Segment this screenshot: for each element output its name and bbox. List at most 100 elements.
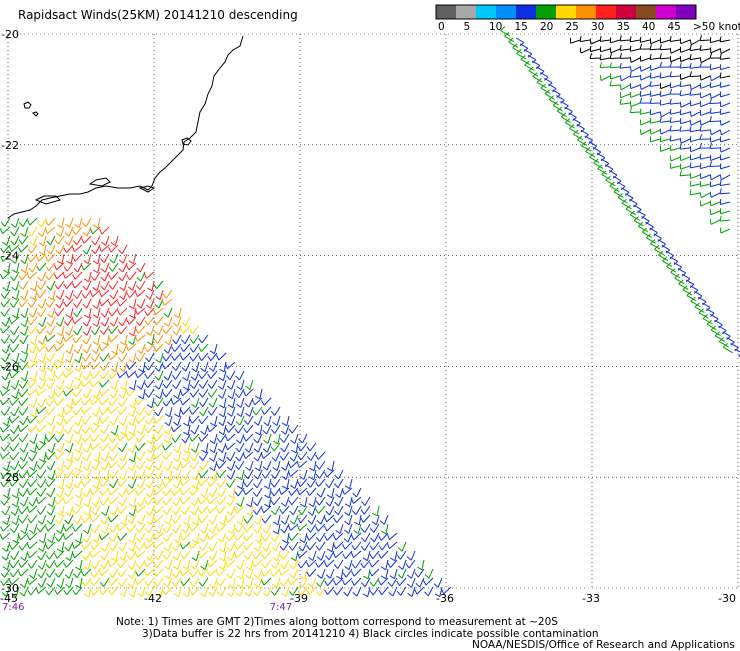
wind-barb xyxy=(237,551,244,558)
wind-barb-flag xyxy=(91,545,94,550)
wind-barb xyxy=(157,560,163,568)
wind-barb-flag xyxy=(38,556,42,560)
wind-barb xyxy=(41,551,46,560)
wind-barb xyxy=(278,524,280,534)
wind-barb-flag xyxy=(63,273,65,278)
wind-barb xyxy=(221,488,226,497)
wind-barb xyxy=(166,389,172,397)
wind-barb-flag xyxy=(298,564,301,568)
wind-barb-flag xyxy=(182,367,186,371)
wind-barb xyxy=(78,425,82,434)
wind-barb xyxy=(711,157,720,160)
wind-barb-flag xyxy=(10,437,13,442)
wind-barb xyxy=(140,461,145,470)
wind-barb-flag xyxy=(162,300,164,305)
wind-barb-flag xyxy=(82,438,85,443)
wind-barb-flag xyxy=(397,555,400,559)
wind-barb-flag xyxy=(264,495,269,498)
wind-barb xyxy=(621,76,630,81)
wind-barb xyxy=(682,274,690,279)
wind-barb xyxy=(156,542,163,549)
wind-barb xyxy=(22,506,28,514)
wind-barb-flag xyxy=(137,431,141,434)
wind-barb xyxy=(134,299,136,309)
wind-barb-flag xyxy=(173,467,177,471)
wind-barb xyxy=(152,281,154,291)
wind-barb xyxy=(711,76,720,81)
wind-barb xyxy=(247,425,253,433)
wind-barb xyxy=(210,506,217,513)
wind-barb-flag xyxy=(263,529,267,533)
wind-barb-flag xyxy=(254,439,258,443)
lat-label: -24 xyxy=(1,250,19,263)
wind-barb xyxy=(658,240,666,245)
wind-barb xyxy=(544,78,552,83)
wind-barb xyxy=(720,94,730,97)
wind-barb xyxy=(376,515,379,525)
wind-barb-flag xyxy=(1,526,4,531)
wind-barb xyxy=(113,569,118,578)
wind-barb xyxy=(205,488,208,497)
wind-barb-flag xyxy=(117,373,119,378)
wind-barb xyxy=(122,488,127,497)
wind-barb xyxy=(184,344,190,352)
wind-barb xyxy=(258,524,262,533)
wind-barb xyxy=(640,112,650,114)
wind-barb xyxy=(170,470,172,480)
wind-barb xyxy=(25,524,28,534)
wind-barb xyxy=(296,551,298,561)
wind-barb xyxy=(368,587,370,597)
wind-barb-flag xyxy=(55,553,57,558)
wind-barb xyxy=(241,380,244,390)
wind-barb xyxy=(166,380,172,388)
wind-barb-flag xyxy=(65,520,69,524)
wind-barb-flag xyxy=(3,495,8,498)
wind-barb xyxy=(44,236,46,246)
wind-barb xyxy=(67,281,73,289)
wind-barb-flag xyxy=(237,522,242,525)
wind-barb-flag xyxy=(297,553,299,558)
wind-barb xyxy=(17,290,19,300)
wind-barb-flag xyxy=(217,464,220,469)
wind-barb xyxy=(251,506,253,516)
wind-barb-flag xyxy=(37,312,41,316)
wind-barb xyxy=(372,569,379,576)
wind-barb-flag xyxy=(137,521,141,525)
wind-barb xyxy=(121,506,127,514)
wind-barb-flag xyxy=(83,286,87,290)
wind-barb-flag xyxy=(73,410,76,415)
wind-barb xyxy=(62,218,64,228)
wind-barb xyxy=(140,452,145,461)
wind-barb xyxy=(31,515,37,523)
wind-barb xyxy=(77,308,82,317)
wind-barb xyxy=(223,371,226,381)
wind-barb xyxy=(34,236,37,245)
wind-barb-flag xyxy=(218,386,222,389)
wind-barb-flag xyxy=(300,540,305,543)
wind-barb-flag xyxy=(135,336,137,341)
wind-barb-flag xyxy=(108,499,110,504)
wind-barb xyxy=(646,222,654,227)
island-outline xyxy=(24,102,31,108)
wind-barb xyxy=(58,398,64,406)
wind-barb-flag xyxy=(163,294,166,298)
wind-barb-flag xyxy=(390,558,395,561)
wind-barb xyxy=(138,578,145,585)
wind-barb xyxy=(711,139,720,142)
wind-barb-flag xyxy=(136,490,138,495)
wind-barb xyxy=(193,353,199,361)
wind-barb-flag xyxy=(108,409,110,414)
wind-barb-flag xyxy=(199,518,202,523)
wind-barb xyxy=(7,515,10,525)
wind-barb-flag xyxy=(325,590,328,595)
wind-barb-flag xyxy=(64,419,67,424)
wind-barb-flag xyxy=(281,529,285,533)
wind-barb-flag xyxy=(110,512,114,515)
wind-barb-flag xyxy=(227,457,231,461)
wind-barb-flag xyxy=(19,519,22,523)
wind-barb-flag xyxy=(316,509,319,514)
wind-barb-flag xyxy=(99,292,101,297)
wind-barb xyxy=(65,533,73,540)
wind-barb xyxy=(159,371,163,380)
wind-barb xyxy=(53,497,55,507)
